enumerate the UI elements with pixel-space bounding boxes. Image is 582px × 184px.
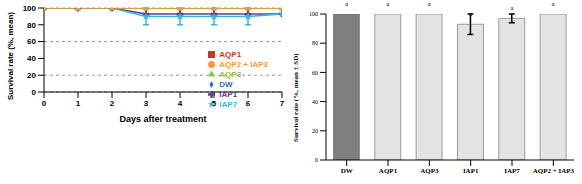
html-text:DW: DW: [219, 80, 233, 89]
html-text:IAP1: IAP1: [219, 90, 238, 99]
html-text:AQP1: AQP1: [219, 50, 242, 59]
svg-text:60: 60: [312, 70, 318, 76]
svg-text:IAP1: IAP1: [463, 167, 479, 175]
svg-text:AQP2 + IAP3: AQP2 + IAP3: [533, 167, 574, 175]
svg-text:40: 40: [312, 99, 318, 105]
html-text:AQP2 + IAP3: AQP2 + IAP3: [219, 60, 268, 69]
svg-text:80: 80: [312, 40, 318, 46]
svg-text:1: 1: [76, 99, 81, 108]
svg-text:6: 6: [246, 99, 251, 108]
svg-text:60: 60: [27, 37, 36, 46]
svg-text:a: a: [552, 0, 556, 8]
svg-text:a: a: [469, 10, 473, 18]
svg-text:AQP1: AQP1: [379, 167, 398, 175]
svg-text:5: 5: [212, 99, 217, 108]
svg-text:80: 80: [27, 21, 36, 30]
svg-text:AQP3: AQP3: [420, 167, 439, 175]
svg-text:100: 100: [309, 11, 318, 17]
svg-text:a: a: [345, 0, 349, 8]
svg-text:Days after treatment: Days after treatment: [119, 114, 206, 124]
svg-text:100: 100: [23, 4, 37, 13]
html-text:IAP7: IAP7: [219, 100, 238, 109]
svg-text:40: 40: [27, 54, 36, 63]
svg-text:2: 2: [110, 99, 115, 108]
svg-text:a: a: [428, 0, 432, 8]
svg-text:0: 0: [42, 99, 47, 108]
html-text:AQP3: AQP3: [219, 70, 242, 79]
svg-text:IAP7: IAP7: [504, 167, 520, 175]
svg-text:a: a: [510, 4, 514, 12]
svg-text:DW: DW: [341, 167, 353, 175]
svg-text:4: 4: [178, 99, 183, 108]
svg-text:0: 0: [32, 88, 37, 97]
svg-text:7: 7: [280, 99, 285, 108]
svg-text:3: 3: [144, 99, 149, 108]
svg-text:20: 20: [27, 71, 36, 80]
svg-text:20: 20: [312, 128, 318, 134]
svg-text:0: 0: [315, 157, 318, 163]
svg-text:Survival rate (%, mean ± SD): Survival rate (%, mean ± SD): [292, 53, 300, 142]
svg-text:a: a: [386, 0, 390, 8]
svg-text:Survival rate (%, mean): Survival rate (%, mean): [8, 12, 15, 100]
